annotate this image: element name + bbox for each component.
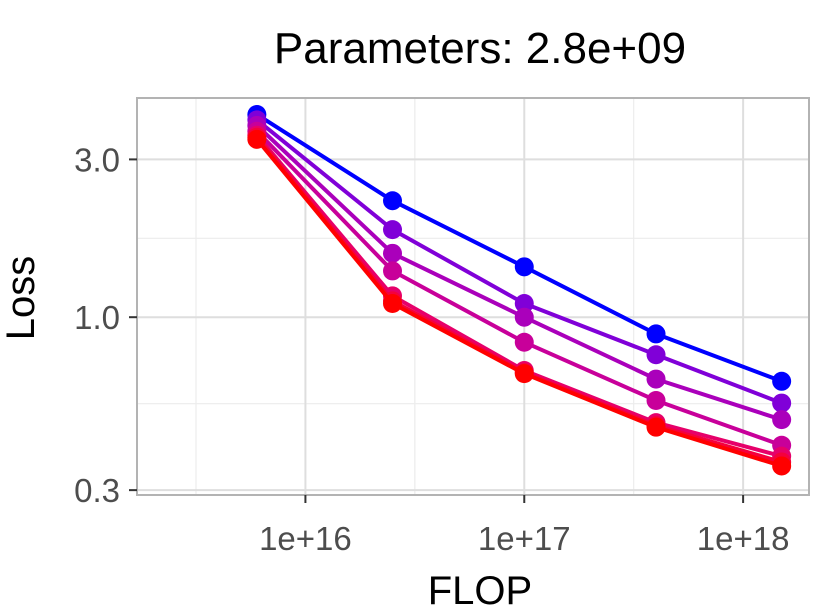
x-axis-title: FLOP bbox=[428, 569, 532, 613]
series-line-4 bbox=[254, 129, 784, 448]
series-4-point bbox=[383, 261, 403, 281]
series-3-point bbox=[772, 410, 792, 430]
series-7-point bbox=[514, 364, 534, 384]
y-tick-label: 0.3 bbox=[74, 472, 120, 509]
series-2-point bbox=[646, 345, 666, 365]
series-3-point bbox=[514, 307, 534, 327]
series-3-point bbox=[646, 369, 666, 389]
x-tick-label: 1e+16 bbox=[259, 520, 352, 557]
series-1-point bbox=[772, 371, 792, 391]
series-7-point bbox=[772, 456, 792, 476]
plot-area: 1e+16 1e+17 1e+18 3.0 1.0 0.3 bbox=[74, 97, 810, 557]
series-1-point bbox=[514, 257, 534, 277]
series-3-point bbox=[383, 243, 403, 263]
series-2-point bbox=[514, 294, 534, 314]
chart-title: Parameters: 2.8e+09 bbox=[274, 24, 686, 73]
y-tick-label: 3.0 bbox=[74, 141, 120, 178]
series-4-point bbox=[646, 390, 666, 410]
series-7-point bbox=[247, 129, 267, 149]
panel-border bbox=[136, 97, 810, 496]
series-1-point bbox=[646, 324, 666, 344]
y-tick-label: 1.0 bbox=[74, 299, 120, 336]
y-axis-title: Loss bbox=[0, 256, 43, 341]
series-2-point bbox=[772, 393, 792, 413]
series-7-point bbox=[646, 417, 666, 437]
x-tick-label: 1e+18 bbox=[697, 520, 790, 557]
series-7-point bbox=[383, 294, 403, 314]
series-4-point bbox=[514, 332, 534, 352]
series-1-point bbox=[383, 191, 403, 211]
series-2-point bbox=[383, 220, 403, 240]
x-tick-label: 1e+17 bbox=[478, 520, 571, 557]
